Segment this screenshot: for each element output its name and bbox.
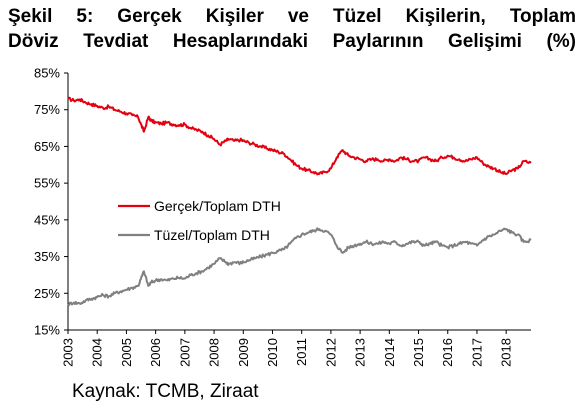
plot-area: 15% 25% 35% 45% 55% 65% 75% 85% 2003 2004 2005 2006… [34,66,532,367]
x-tick-label: 2017 [469,338,484,367]
x-tick-label: 2012 [323,338,338,367]
chart-title-line-2: Döviz Tevdiat Hesaplarındaki Paylarının … [8,31,576,52]
y-tick-label: 25% [34,286,60,301]
legend-label-tuzel: Tüzel/Toplam DTH [154,227,270,243]
chart-title: Şekil 5: Gerçek Kişiler ve Tüzel Kişiler… [8,4,576,54]
y-tick-label: 15% [34,323,60,338]
x-tick-label: 2016 [440,338,455,367]
y-tick-label: 55% [34,176,60,191]
source-note: Kaynak: TCMB, Ziraat [72,381,259,402]
line-chart: 15% 25% 35% 45% 55% 65% 75% 85% 2003 2004 2005 2006… [34,66,532,367]
series-line-gercek [67,96,532,176]
x-tick-label: 2010 [265,338,280,367]
x-tick-label: 2004 [90,338,105,367]
x-tick-label: 2018 [499,338,514,367]
y-tick-label: 35% [34,249,60,264]
x-tick-label: 2006 [148,338,163,367]
x-tick-label: 2005 [119,338,134,367]
x-tick-label: 2003 [61,338,76,367]
series-line-tuzel [67,227,532,307]
y-tick-label: 45% [34,212,60,227]
y-tick-label: 65% [34,139,60,154]
x-tick-label: 2007 [177,338,192,367]
x-tick-label: 2009 [236,338,251,367]
x-tick-label: 2013 [353,338,368,367]
y-tick-label: 85% [34,66,60,81]
y-tick-label: 75% [34,102,60,117]
x-tick-label: 2011 [294,338,309,366]
chart-title-line-1: Şekil 5: Gerçek Kişiler ve Tüzel Kişiler… [8,6,576,27]
x-tick-label: 2008 [207,338,222,367]
legend-label-gercek: Gerçek/Toplam DTH [154,198,281,214]
x-tick-label: 2014 [382,338,397,367]
x-tick-label: 2015 [411,338,426,367]
